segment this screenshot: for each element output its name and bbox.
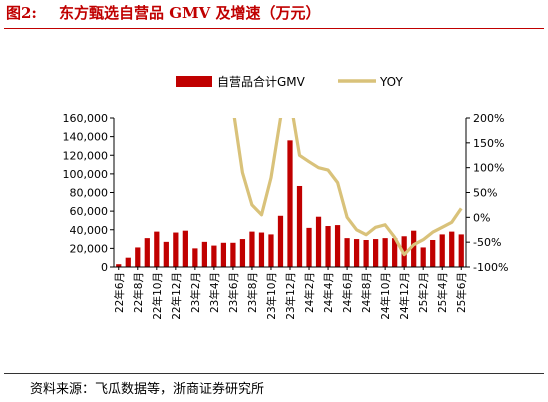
- left-tick-label: 20,000: [70, 242, 109, 255]
- bar-23-03: [201, 241, 207, 267]
- bar-22-10: [154, 231, 160, 267]
- bar-24-03: [315, 216, 322, 267]
- x-tick-label: 24年2月: [303, 272, 316, 313]
- bar-23-07: [239, 239, 246, 267]
- left-tick-label: 140,000: [63, 131, 109, 144]
- left-tick-label: 120,000: [63, 149, 109, 162]
- x-tick-label: 25年2月: [417, 272, 430, 313]
- left-tick-label: 80,000: [70, 187, 109, 200]
- right-tick-label: -50%: [473, 236, 501, 249]
- x-tick-label: 23年8月: [246, 272, 259, 313]
- x-tick-label: 24年10月: [379, 272, 392, 320]
- bar-25-06: [458, 234, 464, 267]
- x-tick-label: 25年4月: [436, 272, 449, 313]
- x-tick-label: 23年12月: [284, 272, 297, 320]
- bar-23-10: [268, 234, 274, 267]
- x-tick-label: 23年2月: [189, 272, 202, 313]
- bar-25-03: [430, 239, 436, 267]
- bar-22-08: [135, 247, 141, 267]
- bar-25-02: [420, 247, 426, 267]
- x-tick-label: 24年8月: [360, 272, 373, 313]
- figure-title: 图2: 东方甄选自营品 GMV 及增速（万元）: [6, 2, 320, 23]
- yoy-line: [232, 118, 463, 257]
- x-tick-label: 22年10月: [151, 272, 164, 320]
- right-tick-label: 0%: [473, 211, 490, 224]
- left-tick-label: 100,000: [63, 168, 109, 181]
- bar-22-12: [173, 232, 179, 267]
- x-tick-label: 24年12月: [398, 272, 411, 320]
- right-tick-label: 100%: [473, 162, 504, 175]
- legend-line-label: YOY: [379, 75, 403, 89]
- right-tick-label: -100%: [473, 261, 508, 274]
- right-tick-label: 50%: [473, 187, 497, 200]
- source-rule: [4, 373, 544, 374]
- bar-23-02: [192, 248, 198, 267]
- bar-23-06: [230, 242, 236, 267]
- title-rule: [4, 28, 544, 29]
- bar-24-10: [382, 238, 388, 267]
- legend-bar-label: 自营品合计GMV: [217, 74, 306, 89]
- legend-bar-swatch: [176, 76, 212, 87]
- x-tick-label: 25年6月: [455, 272, 468, 313]
- bar-24-02: [306, 227, 312, 267]
- left-tick-label: 160,000: [63, 112, 109, 125]
- figure-title-text: 东方甄选自营品 GMV 及增速（万元）: [58, 4, 321, 22]
- x-tick-label: 22年6月: [113, 272, 126, 313]
- bar-24-09: [373, 239, 379, 267]
- bar-23-09: [258, 232, 265, 267]
- axes: 0 20,000 40,000 60,000 80,000 100,000 120,000 1…: [63, 112, 509, 320]
- bar-23-11: [277, 215, 284, 267]
- bar-24-08: [363, 239, 369, 267]
- bar-22-09: [144, 238, 150, 267]
- bar-22-06: [116, 264, 122, 267]
- x-tick-label: 23年4月: [208, 272, 221, 313]
- bar-23-08: [249, 231, 255, 267]
- bar-25-01: [411, 230, 417, 267]
- source-note: 资料来源：飞瓜数据等，浙商证券研究所: [30, 382, 265, 397]
- line-series: [232, 118, 463, 257]
- bar-23-05: [220, 242, 227, 267]
- bar-25-05: [449, 231, 455, 267]
- figure-label: 图2:: [6, 4, 37, 22]
- bar-22-11: [163, 241, 169, 267]
- x-tick-label: 24年6月: [341, 272, 354, 313]
- bar-24-11: [392, 238, 398, 267]
- x-tick-label: 22年12月: [170, 272, 183, 320]
- right-tick-label: 200%: [473, 112, 504, 125]
- bar-24-06: [344, 238, 350, 267]
- x-tick-label: 24年4月: [322, 272, 335, 313]
- x-tick-label: 23年10月: [265, 272, 278, 320]
- bar-24-01: [296, 185, 303, 267]
- bar-23-04: [211, 245, 217, 267]
- bar-22-07: [125, 257, 131, 267]
- left-tick-label: 40,000: [70, 224, 109, 237]
- bar-23-12: [287, 140, 293, 267]
- bar-23-01: [182, 230, 188, 267]
- bar-24-04: [325, 226, 331, 267]
- bar-24-07: [353, 239, 360, 267]
- left-tick-label: 0: [101, 261, 108, 274]
- right-tick-label: 150%: [473, 137, 504, 150]
- bar-24-05: [334, 225, 341, 267]
- x-tick-label: 23年6月: [227, 272, 240, 313]
- legend: 自营品合计GMV YOY: [176, 74, 403, 89]
- bar-25-04: [439, 234, 445, 267]
- left-tick-label: 60,000: [70, 205, 109, 218]
- x-tick-label: 22年8月: [132, 272, 145, 313]
